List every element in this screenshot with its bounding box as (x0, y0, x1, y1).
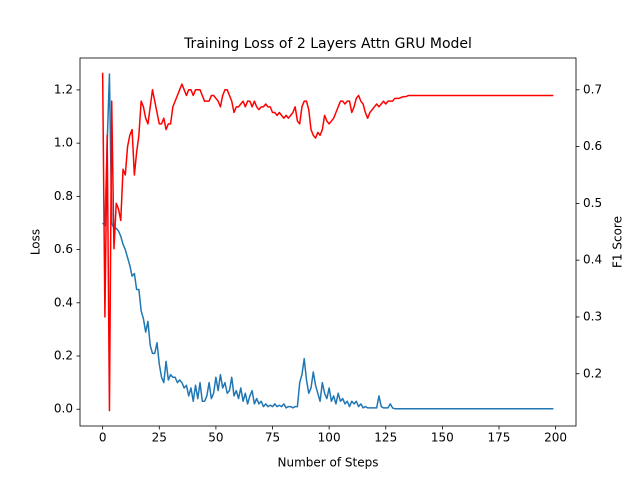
y2-tick-label: 0.5 (583, 196, 602, 210)
x-tick-label: 25 (152, 431, 167, 445)
x-axis-label: Number of Steps (278, 456, 379, 470)
x-tick-label: 125 (374, 431, 397, 445)
y2-tick-label: 0.2 (583, 366, 602, 380)
series-line (101, 72, 554, 412)
y2-tick-label: 0.6 (583, 139, 602, 153)
x-tick-label: 0 (99, 431, 107, 445)
y2-tick-label: 0.4 (583, 253, 602, 267)
y2-axis-label: F1 Score (611, 216, 625, 268)
series-line (102, 73, 554, 410)
y-axis-label: Loss (29, 229, 43, 255)
x-tick-label: 200 (544, 431, 567, 445)
y-tick-label: 1.2 (54, 82, 73, 96)
y-tick-label: 0.0 (54, 402, 73, 416)
chart-title: Training Loss of 2 Layers Attn GRU Model (183, 36, 472, 52)
x-tick-label: 150 (431, 431, 454, 445)
x-tick-label: 175 (488, 431, 511, 445)
x-tick-label: 100 (318, 431, 341, 445)
y-tick-label: 0.4 (54, 295, 73, 309)
plot-frame (79, 57, 577, 427)
y2-tick-label: 0.3 (583, 309, 602, 323)
y-tick-label: 1.0 (54, 136, 73, 150)
y2-tick-label: 0.7 (583, 82, 602, 96)
y-tick-label: 0.8 (54, 189, 73, 203)
y-tick-label: 0.6 (54, 242, 73, 256)
y-tick-label: 0.2 (54, 349, 73, 363)
x-tick-label: 75 (265, 431, 280, 445)
x-tick-label: 50 (208, 431, 223, 445)
